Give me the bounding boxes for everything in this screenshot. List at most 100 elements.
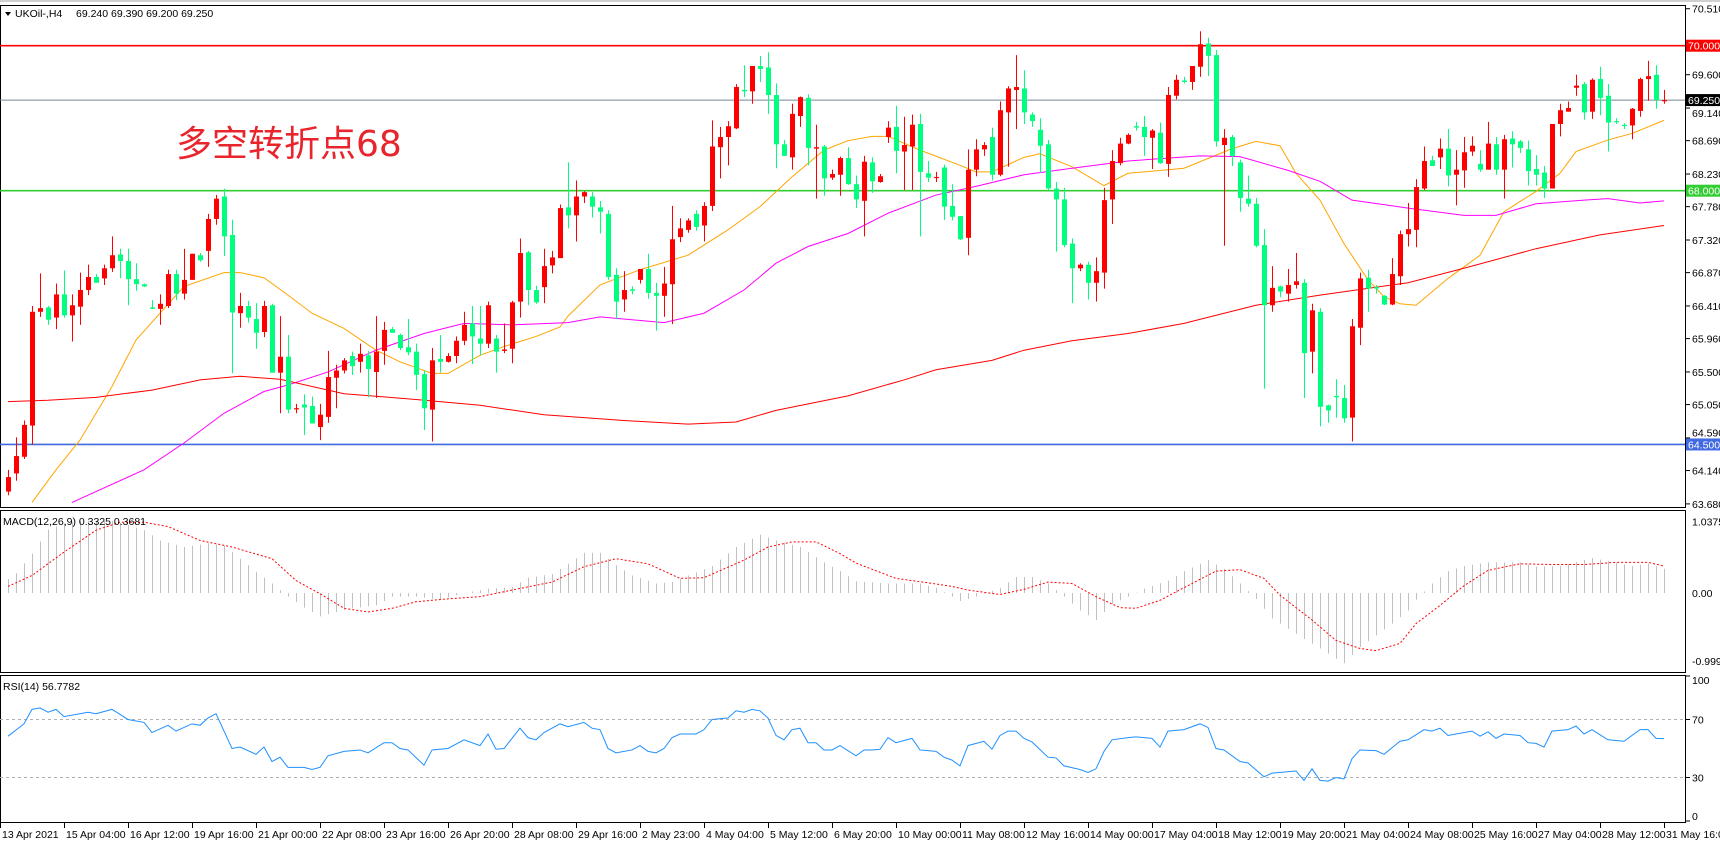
candle xyxy=(1486,121,1491,170)
macd-panel xyxy=(0,510,1686,673)
candle xyxy=(110,236,115,272)
time-tick-label: 28 May 12:00 xyxy=(1602,829,1666,841)
candle xyxy=(1606,84,1611,152)
candle xyxy=(1134,121,1139,131)
candle xyxy=(1382,295,1387,306)
time-tick-label: 17 May 04:00 xyxy=(1154,829,1218,841)
candle-body xyxy=(334,370,339,378)
candle-body xyxy=(1150,130,1155,138)
candle xyxy=(1422,146,1427,190)
candle-body xyxy=(54,294,59,318)
candle-body xyxy=(790,113,795,158)
candle xyxy=(174,269,179,301)
candle xyxy=(1086,261,1091,300)
candle xyxy=(1174,74,1179,100)
candle-body xyxy=(86,276,91,291)
candle xyxy=(622,271,627,312)
annotation-text[interactable]: 多空转折点68 xyxy=(176,124,402,165)
candle xyxy=(750,66,755,104)
candle-body xyxy=(1254,203,1259,246)
moving-average-fast xyxy=(31,119,1665,503)
macd-axis-label: -0.9994 xyxy=(1692,656,1720,668)
candle xyxy=(1262,229,1267,389)
candle-body xyxy=(446,356,451,362)
price-tick-label: 66.870 xyxy=(1692,268,1720,280)
candle-body xyxy=(318,414,323,428)
candle xyxy=(134,263,139,291)
candle-body xyxy=(774,95,779,145)
candle-body xyxy=(174,274,179,294)
candle-body xyxy=(1446,148,1451,176)
candle xyxy=(1166,87,1171,177)
candle-body xyxy=(78,290,83,307)
candle-body xyxy=(1534,168,1539,175)
candle-body xyxy=(830,174,835,178)
candle xyxy=(1286,269,1291,302)
candle-body xyxy=(398,334,403,349)
time-tick-label: 21 Apr 00:00 xyxy=(258,829,318,841)
candle-body xyxy=(1278,286,1283,292)
candle xyxy=(1022,70,1027,124)
candle xyxy=(798,96,803,127)
candle xyxy=(854,175,859,209)
candle xyxy=(350,351,355,375)
candle xyxy=(254,303,259,349)
candle-body xyxy=(1286,284,1291,294)
candle xyxy=(1414,179,1419,248)
candle-body xyxy=(662,283,667,296)
price-tick-label: 65.050 xyxy=(1692,400,1720,412)
candle xyxy=(214,195,219,225)
candle xyxy=(270,303,275,373)
candle-body xyxy=(822,146,827,179)
time-tick-label: 12 May 16:00 xyxy=(1026,829,1090,841)
candle-body xyxy=(534,290,539,303)
time-tick-label: 24 May 08:00 xyxy=(1410,829,1474,841)
candle-body xyxy=(838,158,843,175)
candle-body xyxy=(390,329,395,333)
candle xyxy=(614,268,619,320)
candle-body xyxy=(214,198,219,219)
candle-body xyxy=(670,239,675,285)
candle-body xyxy=(550,257,555,266)
candle xyxy=(982,142,987,156)
candle xyxy=(1254,197,1259,248)
candle-body xyxy=(614,274,619,302)
candle xyxy=(326,350,331,423)
price-tick-label: 66.410 xyxy=(1692,301,1720,313)
candle xyxy=(102,264,107,285)
candle-body xyxy=(678,228,683,238)
candle xyxy=(1182,76,1187,84)
candle xyxy=(1550,124,1555,189)
candle-body xyxy=(1198,44,1203,67)
candle-body xyxy=(686,220,691,230)
candle-body xyxy=(1142,126,1147,138)
candle xyxy=(766,52,771,114)
candle xyxy=(806,94,811,166)
candle xyxy=(430,348,435,442)
candle-body xyxy=(582,192,587,197)
candle-body xyxy=(1022,88,1027,113)
time-tick-label: 21 May 04:00 xyxy=(1346,829,1410,841)
price-level-tag-label: 64.500 xyxy=(1688,439,1720,451)
candle-body xyxy=(1358,278,1363,328)
candle-body xyxy=(974,149,979,170)
candle xyxy=(126,248,131,306)
candle xyxy=(942,164,947,220)
candle xyxy=(1438,138,1443,169)
rsi-axis-label: 70 xyxy=(1692,715,1704,727)
candle-body xyxy=(294,408,299,410)
candle-body xyxy=(1134,126,1139,128)
candle xyxy=(446,353,451,363)
candle-body xyxy=(766,67,771,95)
candle-body xyxy=(542,266,547,288)
candle xyxy=(6,469,11,496)
candle-body xyxy=(1422,160,1427,189)
price-level-tag xyxy=(1686,438,1720,451)
candle-body xyxy=(1614,121,1619,123)
candle xyxy=(406,319,411,356)
time-tick-label: 16 Apr 12:00 xyxy=(130,829,190,841)
candle-body xyxy=(1398,234,1403,277)
candle-body xyxy=(606,213,611,277)
chart-menu-triangle-icon[interactable] xyxy=(5,12,11,16)
